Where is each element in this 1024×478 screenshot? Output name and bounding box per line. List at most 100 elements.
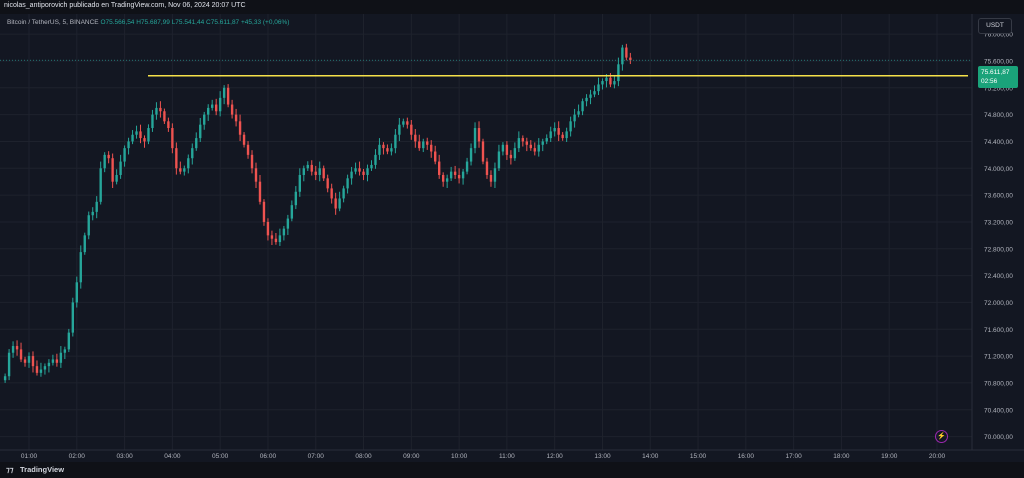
- candle: [513, 142, 517, 161]
- candle-body: [461, 171, 465, 179]
- candle: [573, 108, 576, 128]
- candle-body: [354, 168, 357, 172]
- candle-body: [298, 174, 302, 192]
- candle: [517, 131, 521, 153]
- candle-body: [457, 174, 461, 179]
- candle: [230, 99, 234, 119]
- candle: [167, 117, 170, 132]
- candle: [426, 137, 429, 150]
- time-tick-label: 10:00: [451, 453, 468, 460]
- candle-body: [278, 235, 282, 243]
- candle: [23, 356, 27, 367]
- time-tick-label: 09:00: [403, 453, 420, 460]
- candle-body: [517, 138, 521, 149]
- candle-body: [485, 161, 489, 175]
- lightning-icon[interactable]: ⚡: [935, 430, 948, 443]
- candle: [521, 135, 525, 147]
- candle-body: [334, 198, 337, 209]
- candle: [350, 166, 353, 185]
- candle-body: [477, 128, 481, 142]
- candle-body: [481, 141, 485, 162]
- candle: [179, 161, 182, 175]
- candle: [422, 138, 425, 153]
- candle: [27, 352, 31, 368]
- candle-body: [441, 174, 445, 182]
- horizontal-level-line[interactable]: [0, 59, 972, 77]
- candle-body: [422, 141, 425, 149]
- candle-body: [525, 141, 529, 145]
- candle-body: [601, 81, 604, 85]
- candle: [103, 152, 106, 173]
- candle: [159, 101, 162, 118]
- candle-body: [529, 144, 532, 149]
- candle-body: [326, 178, 329, 189]
- last-price-label: 75.611,87 02:56: [978, 66, 1018, 88]
- candle: [593, 85, 596, 98]
- candle: [382, 142, 385, 155]
- candle-body: [191, 148, 194, 159]
- candle: [207, 104, 210, 121]
- price-axis-bg: [972, 14, 1024, 462]
- candle: [557, 121, 560, 142]
- candle: [545, 134, 548, 145]
- candle: [274, 233, 278, 245]
- candle: [625, 43, 628, 61]
- candle: [509, 150, 513, 165]
- candle-body: [346, 178, 349, 189]
- time-tick-label: 11:00: [499, 453, 515, 460]
- candle: [107, 151, 110, 164]
- price-axis[interactable]: 76.000,00 75.600,00 75.200,00 74.800,00 74.4…: [971, 14, 1024, 462]
- candle-body: [406, 121, 409, 125]
- candle-body: [390, 148, 393, 152]
- candle: [537, 138, 540, 157]
- candle: [549, 126, 552, 142]
- price-tick-label: 70.400,00: [984, 407, 1013, 414]
- candle: [63, 346, 67, 360]
- time-axis[interactable]: 01:00 02:00 03:00 04:00 05:00 06:00 07:00 08:00…: [0, 449, 1024, 460]
- candle: [199, 117, 202, 142]
- candle-body: [426, 141, 429, 145]
- candle-body: [569, 121, 572, 132]
- candle: [87, 211, 90, 240]
- candle-body: [434, 151, 437, 162]
- candle: [565, 127, 568, 142]
- candle-body: [342, 188, 345, 199]
- candle: [75, 276, 78, 308]
- candle-body: [561, 134, 564, 139]
- price-tick-label: 72.400,00: [984, 273, 1013, 280]
- candle: [366, 164, 369, 182]
- time-tick-label: 17:00: [785, 453, 802, 460]
- candle: [11, 341, 15, 358]
- grid: [0, 14, 972, 450]
- candle: [310, 160, 313, 176]
- time-tick-label: 06:00: [260, 453, 277, 460]
- candlestick-chart[interactable]: 76.000,00 75.600,00 75.200,00 74.800,00 74.4…: [0, 14, 1024, 462]
- candle: [175, 142, 178, 175]
- candle-body: [242, 134, 246, 145]
- candle: [127, 137, 130, 155]
- candle: [278, 228, 282, 246]
- candle-body: [207, 107, 210, 115]
- candle-body: [15, 346, 19, 350]
- time-tick-label: 19:00: [881, 453, 898, 460]
- candle: [489, 170, 493, 187]
- candle: [434, 145, 437, 165]
- candle: [569, 116, 572, 137]
- candle-body: [238, 121, 242, 135]
- candle: [43, 363, 47, 375]
- candle-body: [139, 131, 142, 139]
- candle: [342, 185, 345, 203]
- candle-body: [509, 154, 513, 159]
- candle: [453, 165, 457, 179]
- candle: [91, 207, 94, 221]
- candle-body: [218, 97, 222, 112]
- candle: [51, 354, 55, 366]
- candle-body: [302, 168, 305, 175]
- candle: [123, 145, 126, 167]
- candle-body: [55, 359, 59, 363]
- candle: [318, 161, 321, 182]
- currency-button[interactable]: USDT: [978, 18, 1012, 34]
- candle: [374, 149, 377, 169]
- candle-body: [210, 104, 214, 108]
- candle-body: [3, 376, 7, 381]
